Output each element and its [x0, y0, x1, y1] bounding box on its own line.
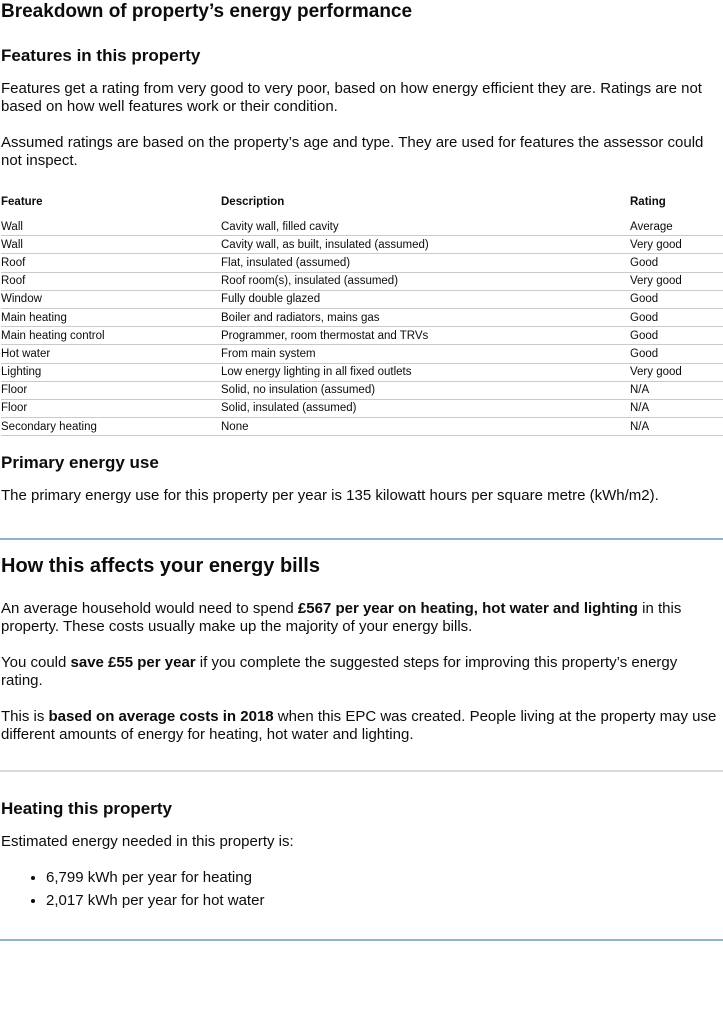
- cell-feature: Floor: [1, 399, 221, 419]
- cell-description: Roof room(s), insulated (assumed): [221, 272, 630, 291]
- table-header-row: Feature Description Rating: [1, 194, 723, 218]
- section-divider: [0, 538, 723, 540]
- cell-description: From main system: [221, 344, 630, 364]
- table-row: Floor Solid, no insulation (assumed) N/A: [1, 381, 723, 400]
- cell-feature: Roof: [1, 272, 221, 291]
- bills-paragraph-1: An average household would need to spend…: [1, 600, 723, 636]
- table-row: Roof Roof room(s), insulated (assumed) Ver…: [1, 272, 723, 291]
- text: if you complete the suggested steps for …: [1, 654, 678, 689]
- section-divider: [0, 939, 723, 941]
- cell-rating: Good: [630, 253, 723, 273]
- cell-description: Solid, no insulation (assumed): [221, 381, 630, 400]
- cell-description: Fully double glazed: [221, 290, 630, 309]
- cell-description: None: [221, 417, 630, 437]
- list-item: 6,799 kWh per year for heating: [46, 866, 264, 889]
- cell-rating: N/A: [630, 417, 723, 437]
- cell-feature: Lighting: [1, 363, 221, 382]
- cell-rating: Good: [630, 326, 723, 346]
- features-intro-1: Features get a rating from very good to …: [1, 80, 702, 115]
- cell-feature: Wall: [1, 218, 221, 237]
- primary-energy-heading: Primary energy use: [1, 453, 159, 472]
- cell-rating: Good: [630, 308, 723, 328]
- cell-feature: Secondary heating: [1, 417, 221, 437]
- table-row: Window Fully double glazed Good: [1, 290, 723, 309]
- cell-rating: Average: [630, 218, 723, 237]
- table-row: Lighting Low energy lighting in all fixed…: [1, 363, 723, 382]
- cell-rating: N/A: [630, 381, 723, 400]
- bills-paragraph-2: You could save £55 per year if you compl…: [1, 654, 723, 690]
- annual-cost: £567 per year on heating, hot water and …: [297, 600, 638, 617]
- bills-heading: How this affects your energy bills: [1, 555, 320, 577]
- table-row: Main heating Boiler and radiators, mains …: [1, 308, 723, 328]
- list-item: 2,017 kWh per year for hot water: [46, 889, 264, 912]
- cell-description: Cavity wall, filled cavity: [221, 218, 630, 237]
- table-row: Hot water From main system Good: [1, 344, 723, 364]
- heating-intro: Estimated energy needed in this property…: [1, 833, 294, 850]
- features-heading: Features in this property: [1, 46, 201, 65]
- cell-description: Solid, insulated (assumed): [221, 399, 630, 419]
- table-row: Roof Flat, insulated (assumed) Good: [1, 253, 723, 273]
- potential-saving: save £55 per year: [70, 654, 196, 671]
- text: This is: [1, 708, 49, 725]
- cell-feature: Roof: [1, 253, 221, 273]
- heating-list: 6,799 kWh per year for heating 2,017 kWh…: [1, 866, 264, 912]
- table-row: Secondary heating None N/A: [1, 417, 723, 437]
- cost-basis: based on average costs in 2018: [48, 708, 274, 725]
- cell-rating: Good: [630, 344, 723, 364]
- header-rating: Rating: [630, 196, 666, 208]
- bills-paragraph-3: This is based on average costs in 2018 w…: [1, 708, 723, 744]
- text: An average household would need to spend: [1, 600, 298, 617]
- text: You could: [1, 654, 71, 671]
- table-row: Wall Cavity wall, as built, insulated (as…: [1, 235, 723, 255]
- cell-description: Boiler and radiators, mains gas: [221, 308, 630, 328]
- cell-rating: Very good: [630, 235, 723, 255]
- features-table: Feature Description Rating Wall Cavity wa…: [1, 194, 723, 437]
- primary-energy-text: The primary energy use for this property…: [1, 487, 659, 504]
- table-row: Wall Cavity wall, filled cavity Average: [1, 218, 723, 237]
- table-row: Floor Solid, insulated (assumed) N/A: [1, 399, 723, 419]
- cell-feature: Wall: [1, 235, 221, 255]
- cell-feature: Floor: [1, 381, 221, 400]
- cell-description: Cavity wall, as built, insulated (assume…: [221, 235, 630, 255]
- page-title: Breakdown of property’s energy performan…: [1, 1, 413, 22]
- cell-description: Flat, insulated (assumed): [221, 253, 630, 273]
- text: when this EPC was created. People living…: [1, 708, 717, 743]
- cell-description: Programmer, room thermostat and TRVs: [221, 326, 630, 346]
- cell-feature: Main heating control: [1, 326, 221, 346]
- cell-feature: Main heating: [1, 308, 221, 328]
- text: in this property. These costs usually ma…: [1, 600, 682, 635]
- cell-rating: Good: [630, 290, 723, 309]
- cell-feature: Window: [1, 290, 221, 309]
- cell-rating: Very good: [630, 363, 723, 382]
- features-intro-2: Assumed ratings are based on the propert…: [1, 134, 704, 169]
- cell-rating: Very good: [630, 272, 723, 291]
- cell-description: Low energy lighting in all fixed outlets: [221, 363, 630, 382]
- header-feature: Feature: [1, 196, 43, 208]
- heating-heading: Heating this property: [1, 799, 172, 818]
- cell-rating: N/A: [630, 399, 723, 419]
- table-row: Main heating control Programmer, room the…: [1, 326, 723, 346]
- header-description: Description: [221, 196, 285, 208]
- cell-feature: Hot water: [1, 344, 221, 364]
- section-divider: [0, 770, 723, 772]
